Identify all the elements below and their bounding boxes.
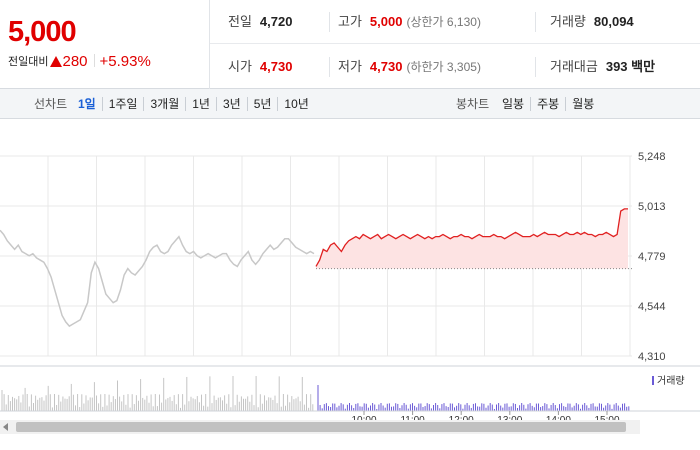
y-tick-label: 5,013 (638, 201, 666, 213)
scroll-left-arrow-icon[interactable] (3, 423, 8, 431)
scroll-thumb[interactable] (16, 422, 626, 432)
line-chart-label: 선차트 (34, 97, 68, 111)
stats-row: 전일 4,720 고가 5,000 (상한가 6,130) 거래량 80,094 (210, 0, 700, 44)
stat-label: 거래대금 (550, 59, 598, 74)
stat-value: 80,094 (593, 14, 634, 29)
stat-low: 저가 4,730 (하한가 3,305) (338, 45, 481, 89)
price-chart: 5,2485,0134,7794,5444,31010:0011:0012:00… (0, 151, 700, 426)
divider (329, 57, 330, 77)
y-tick-label: 4,310 (638, 351, 666, 363)
stat-prev-close: 전일 4,720 (228, 0, 292, 44)
line-period-tabs: 1일 1주일 3개월 1년 3년 5년 10년 (72, 89, 315, 119)
line-period-tab[interactable]: 10년 (277, 97, 314, 111)
stat-value: 4,730 (369, 59, 403, 74)
change-percent: +5.93% (99, 53, 151, 70)
chart-scrollbar[interactable] (0, 420, 640, 434)
up-arrow-icon (50, 56, 63, 67)
line-period-tab[interactable]: 1주일 (101, 97, 144, 111)
stat-sub: (하한가 3,305) (406, 60, 481, 74)
volume-legend-swatch (652, 376, 654, 385)
stat-sub: (상한가 6,130) (406, 15, 481, 29)
stat-label: 저가 (338, 59, 362, 74)
stat-open: 시가 4,730 (228, 45, 292, 89)
stat-high: 고가 5,000 (상한가 6,130) (338, 0, 481, 44)
stat-label: 전일 (228, 14, 252, 29)
line-period-tab[interactable]: 1일 (78, 97, 96, 111)
chart-toolbar: 선차트 1일 1주일 3개월 1년 3년 5년 10년 봉차트 일봉 주봉 월봉 (0, 89, 700, 119)
stats-grid: 전일 4,720 고가 5,000 (상한가 6,130) 거래량 80,094 시가 4… (210, 0, 700, 89)
candle-chart-label: 봉차트 (456, 97, 490, 111)
candle-period-tabs: 일봉 주봉 월봉 (496, 89, 600, 119)
divider (535, 12, 536, 32)
line-period-tab[interactable]: 3개월 (143, 97, 185, 111)
current-price: 5,000 (8, 16, 77, 48)
stat-value: 4,730 (259, 59, 293, 74)
divider (535, 57, 536, 77)
stat-label: 고가 (338, 14, 362, 29)
stat-value: 5,000 (369, 14, 403, 29)
stats-row: 시가 4,730 저가 4,730 (하한가 3,305) 거래대금 393 백만 (210, 45, 700, 89)
price-box: 5,000 전일대비 280 +5.93% (0, 0, 210, 89)
change-value: 280 (62, 53, 88, 70)
line-period-tab[interactable]: 1년 (185, 97, 216, 111)
change-divider (93, 54, 95, 67)
volume-legend: 거래량 (652, 372, 685, 387)
stat-label: 거래량 (550, 14, 586, 29)
price-change: 전일대비 280 +5.93% (8, 53, 151, 70)
candle-period-tab[interactable]: 주봉 (530, 97, 565, 111)
today-price-line (315, 208, 628, 267)
divider (329, 12, 330, 32)
change-label: 전일대비 (8, 56, 49, 68)
stat-value: 4,720 (259, 14, 293, 29)
stat-trade-amount: 거래대금 393 백만 (550, 45, 655, 89)
line-period-tab[interactable]: 5년 (246, 97, 278, 111)
candle-period-tab[interactable]: 월봉 (565, 97, 600, 111)
y-tick-label: 4,544 (638, 301, 666, 313)
candle-period-tab[interactable]: 일봉 (502, 97, 525, 111)
y-tick-label: 4,779 (638, 251, 666, 263)
stock-summary: 5,000 전일대비 280 +5.93% 전일 4,720 고가 5,000 (상한가 … (0, 0, 700, 89)
y-tick-label: 5,248 (638, 151, 666, 163)
volume-legend-label: 거래량 (657, 376, 685, 387)
line-period-tab[interactable]: 3년 (215, 97, 247, 111)
previous-day-line (0, 229, 315, 328)
stat-volume: 거래량 80,094 (550, 0, 634, 44)
stat-label: 시가 (228, 59, 252, 74)
stat-value: 393 백만 (605, 59, 656, 74)
price-chart-area: 5,2485,0134,7794,5444,31010:0011:0012:00… (0, 120, 700, 450)
